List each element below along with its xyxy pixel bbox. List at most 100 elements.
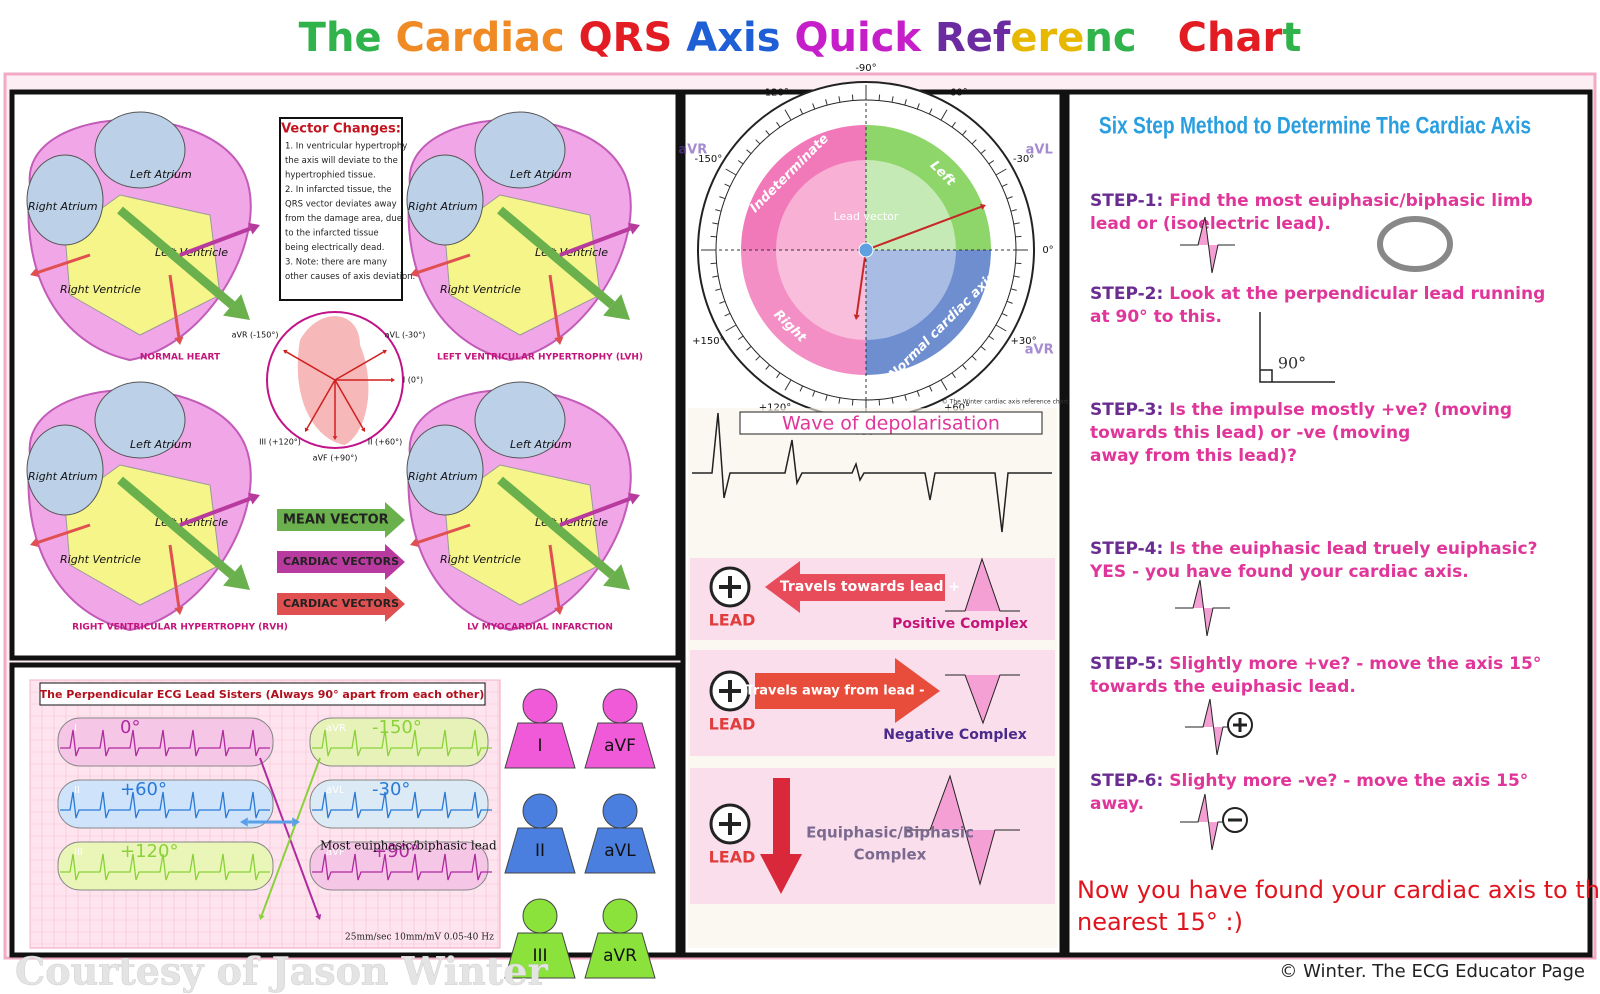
tick	[737, 160, 744, 165]
label: -150°	[695, 154, 723, 165]
arrow-head	[240, 817, 248, 827]
wave-arrow	[755, 658, 940, 723]
arrow-head	[304, 427, 309, 432]
tick	[724, 312, 731, 317]
tick	[838, 397, 841, 404]
lead-box	[57, 841, 274, 891]
label: II (+60°)	[368, 438, 402, 447]
arrow-head	[853, 314, 860, 320]
tick	[812, 390, 816, 397]
label: III	[74, 847, 83, 858]
tick	[715, 209, 722, 212]
arrow-head	[391, 377, 395, 383]
arrow-head	[223, 294, 250, 320]
sector	[866, 250, 956, 340]
label: LEAD	[709, 715, 756, 734]
label: Left Atrium	[130, 438, 192, 451]
label: LV MYOCARDIAL INFARCTION	[467, 623, 613, 633]
wave-arrow	[765, 561, 945, 613]
label: Right Atrium	[28, 470, 98, 483]
label: 3. Note: there are many	[285, 258, 387, 268]
arrow-shaft	[117, 476, 236, 579]
arrow-head	[628, 222, 640, 235]
arrow-head	[410, 538, 419, 547]
ecg-trace	[60, 853, 270, 881]
arrow-shaft	[260, 757, 321, 916]
tick	[746, 346, 752, 351]
label: Most euiphasic/biphasic lead	[320, 839, 497, 853]
label: CARDIAC VECTORS	[283, 597, 399, 610]
arrow-shaft	[286, 351, 336, 381]
legend-arrow	[277, 586, 405, 622]
mini-complex	[1180, 216, 1235, 274]
step-line: STEP-5: Slightly more +ve? - move the axi…	[1090, 654, 1541, 674]
arrow-head	[223, 564, 250, 590]
label: MEAN VECTOR	[283, 513, 389, 528]
arrow-shaft	[855, 249, 867, 315]
tick	[1006, 196, 1013, 200]
label: Positive Complex	[892, 616, 1028, 632]
label: -30°	[1013, 154, 1034, 165]
label: aVF	[326, 847, 345, 858]
label: hypertrophied tissue.	[285, 171, 376, 181]
label: 0°	[120, 717, 140, 738]
arrow-head	[361, 427, 366, 432]
label: away.	[1090, 794, 1144, 814]
label: +150°	[692, 336, 724, 347]
atrium	[406, 154, 484, 246]
label: +90°	[372, 841, 419, 862]
step-text: Slightly more +ve? - move the axis 15°	[1169, 654, 1541, 674]
complex	[945, 674, 1020, 725]
label: LEAD	[709, 848, 756, 867]
tick	[916, 390, 920, 397]
label: LEAD	[709, 611, 756, 630]
mini-complex	[1180, 793, 1235, 851]
plus	[719, 813, 741, 835]
label: Right Ventricle	[440, 553, 521, 566]
tick	[995, 168, 1007, 176]
label: aVL	[326, 785, 345, 796]
tick	[1015, 235, 1022, 238]
label: Wave of depolarisation	[782, 413, 1000, 435]
step-line: STEP-4: Is the euiphasic lead truely euip…	[1090, 539, 1537, 559]
tick	[755, 139, 761, 145]
label: being electrically dead.	[285, 243, 384, 253]
wheel-center	[858, 242, 874, 258]
step-line: STEP-6: Slighty more -ve? - move the axis…	[1090, 771, 1528, 791]
atrium	[26, 154, 104, 246]
sister-body	[584, 722, 656, 769]
label: Left Atrium	[130, 168, 192, 181]
perp-figure	[1259, 312, 1335, 383]
tick	[737, 335, 744, 340]
arrow-shaft	[306, 379, 336, 429]
tick	[851, 94, 854, 101]
label: III	[532, 946, 547, 966]
lead-box	[57, 717, 274, 767]
arrow-head	[292, 817, 300, 827]
tick	[784, 379, 792, 391]
label: -30°	[372, 779, 410, 800]
label: aVR	[678, 143, 707, 158]
complex	[905, 774, 1020, 886]
label: QRS vector deviates away	[285, 200, 397, 210]
label: -60°	[946, 87, 967, 98]
tick	[825, 394, 828, 401]
label: Travels towards lead +	[780, 579, 960, 595]
step-text: Is the impulse mostly +ve? (moving	[1169, 400, 1512, 420]
tick	[710, 262, 717, 265]
atrium	[94, 111, 186, 189]
sister-head	[522, 688, 558, 724]
tick	[1001, 183, 1008, 188]
atrium	[406, 424, 484, 516]
tick	[715, 288, 722, 291]
step-text: Slighty more -ve? - move the axis 15°	[1169, 771, 1528, 791]
label: from the damage area, due	[285, 214, 402, 224]
label: aVL	[1026, 143, 1053, 158]
label: Six Step Method to Determine The Cardiac…	[1099, 111, 1531, 139]
tick	[725, 324, 737, 332]
sister-head	[522, 898, 558, 934]
title-box	[39, 682, 486, 706]
label: YES - you have found your cardiac axis.	[1089, 562, 1469, 582]
wave-row	[690, 768, 1055, 904]
tick	[891, 397, 894, 404]
